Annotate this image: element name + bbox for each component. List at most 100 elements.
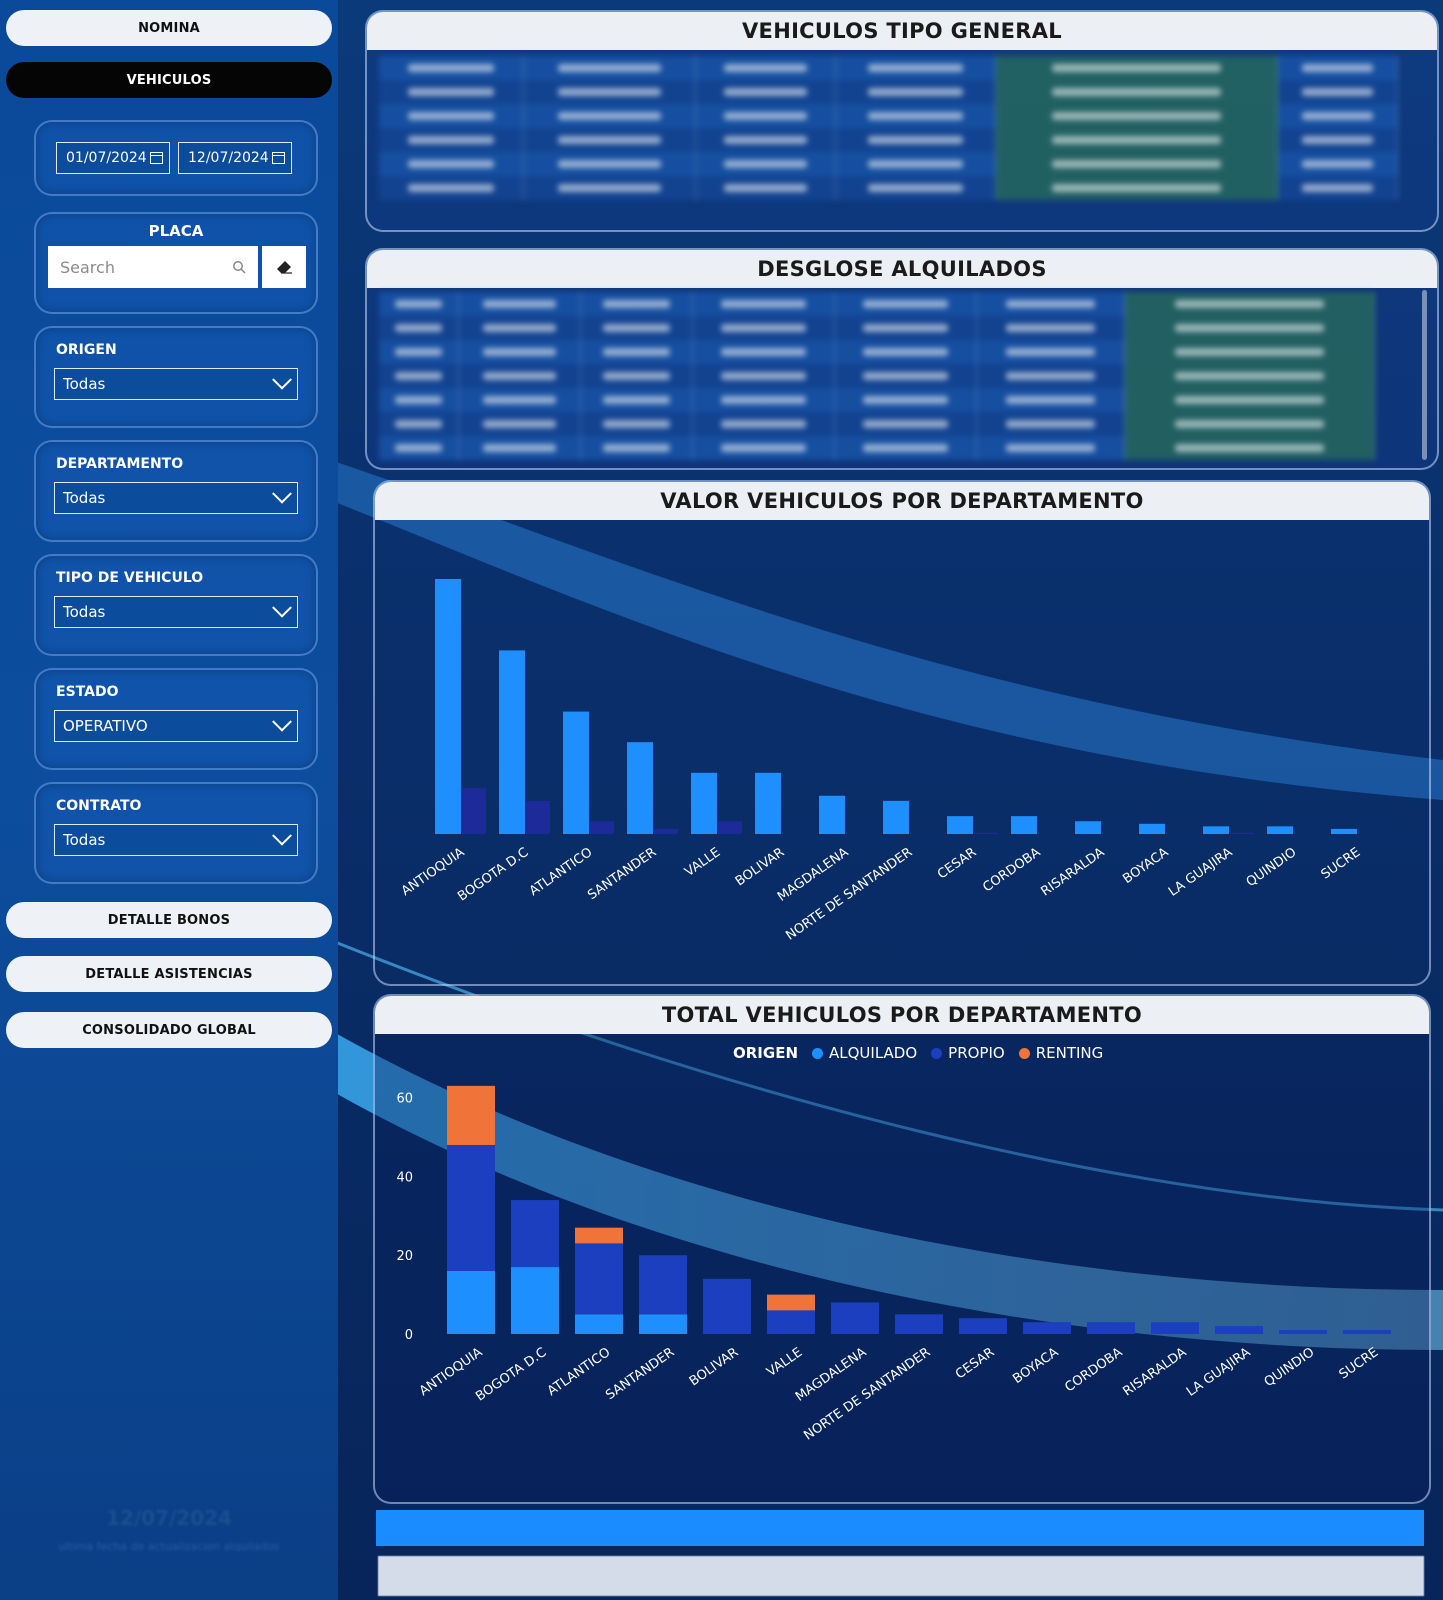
end-date-input[interactable]: 12/07/2024 <box>178 142 292 174</box>
bar-series-2 <box>590 821 614 834</box>
table-cell <box>524 80 696 104</box>
desglose-alquilados-panel: DESGLOSE ALQUILADOS <box>365 248 1439 470</box>
table-cell <box>977 292 1125 316</box>
x-tick-label: LA GUAJIRA <box>1184 1345 1253 1400</box>
bar-series-1 <box>1075 821 1101 834</box>
x-tick-label: QUINDIO <box>1262 1345 1318 1390</box>
bar-series-1 <box>819 795 845 834</box>
legend-dot-alquilado <box>812 1047 823 1059</box>
table-cell <box>696 152 836 176</box>
stacked-bar-segment-propio <box>511 1200 559 1268</box>
table-cell <box>836 128 996 152</box>
stacked-bar-segment-propio <box>1151 1322 1199 1334</box>
stacked-bar-segment-propio <box>639 1255 687 1315</box>
placa-title: PLACA <box>148 222 204 240</box>
table-cell <box>693 436 835 460</box>
table-cell <box>693 412 835 436</box>
table-cell <box>1125 340 1375 364</box>
stacked-bar-segment-propio <box>767 1310 815 1334</box>
stacked-bar-segment-alquilado <box>511 1267 559 1334</box>
last-update-date: 12/07/2024 <box>106 1506 232 1530</box>
table-cell <box>696 128 836 152</box>
table-cell <box>459 316 581 340</box>
table-cell <box>1278 56 1398 80</box>
placa-search-input[interactable]: Search <box>48 246 258 288</box>
departamento-dropdown[interactable]: Todas <box>54 482 298 514</box>
search-placeholder: Search <box>60 257 115 277</box>
desglose-table <box>379 292 1379 460</box>
table-cell <box>836 152 996 176</box>
bar-series-2 <box>654 828 678 834</box>
legend-propio[interactable]: PROPIO <box>948 1044 1005 1062</box>
table-cell <box>459 412 581 436</box>
y-tick-label: 20 <box>396 1249 413 1264</box>
table-cell <box>977 364 1125 388</box>
table-cell <box>379 176 524 200</box>
stacked-bar-segment-propio <box>959 1318 1007 1334</box>
x-tick-label: CESAR <box>953 1345 997 1382</box>
tipo-vehiculo-dropdown[interactable]: Todas <box>54 596 298 628</box>
filter-estado: ESTADO OPERATIVO <box>34 668 318 770</box>
origen-dropdown[interactable]: Todas <box>54 368 298 400</box>
table-cell <box>379 364 459 388</box>
table-cell <box>379 128 524 152</box>
table-cell <box>1125 316 1375 340</box>
table-cell <box>524 176 696 200</box>
table-row <box>379 80 1423 104</box>
table-cell <box>977 388 1125 412</box>
bar-series-1 <box>883 800 909 834</box>
nav-button-nomina[interactable]: NOMINA <box>6 10 332 46</box>
stacked-bar-segment-alquilado <box>575 1314 623 1334</box>
contrato-dropdown[interactable]: Todas <box>54 824 298 856</box>
table-cell <box>996 152 1278 176</box>
filter-tipo-vehiculo: TIPO DE VEHICULO Todas <box>34 554 318 656</box>
legend-alquilado[interactable]: ALQUILADO <box>829 1044 918 1062</box>
stacked-bar-segment-propio <box>703 1278 751 1334</box>
table-cell <box>1125 436 1375 460</box>
filter-origen: ORIGEN Todas <box>34 326 318 428</box>
calendar-icon[interactable] <box>272 152 285 164</box>
start-date-input[interactable]: 01/07/2024 <box>56 142 170 174</box>
table-cell <box>1125 412 1375 436</box>
filter-departamento: DEPARTAMENTO Todas <box>34 440 318 542</box>
nav-button-detalle-asistencias[interactable]: DETALLE ASISTENCIAS <box>6 956 332 992</box>
bar-series-1 <box>627 742 653 834</box>
table-cell <box>379 80 524 104</box>
legend-renting[interactable]: RENTING <box>1035 1044 1104 1062</box>
table-cell <box>836 56 996 80</box>
estado-dropdown[interactable]: OPERATIVO <box>54 710 298 742</box>
table-cell <box>977 436 1125 460</box>
filter-title: ORIGEN <box>56 342 117 358</box>
stacked-bar-segment-propio <box>447 1144 495 1271</box>
stacked-bar-segment-propio <box>1087 1322 1135 1334</box>
x-tick-label: CORDOBA <box>980 845 1043 895</box>
table-row <box>379 436 1379 460</box>
dropdown-value: Todas <box>63 489 106 507</box>
table-cell <box>836 104 996 128</box>
nav-button-vehiculos[interactable]: VEHICULOS <box>6 62 332 98</box>
bar-series-1 <box>1139 823 1165 834</box>
table-cell <box>696 176 836 200</box>
filter-title: DEPARTAMENTO <box>56 456 184 472</box>
calendar-icon[interactable] <box>150 152 163 164</box>
nav-button-consolidado-global[interactable]: CONSOLIDADO GLOBAL <box>6 1012 332 1048</box>
x-tick-label: BOGOTA D.C <box>455 845 531 905</box>
table-cell <box>693 340 835 364</box>
nav-button-detalle-bonos[interactable]: DETALLE BONOS <box>6 902 332 938</box>
x-tick-label: NORTE DE SANTANDER <box>801 1345 933 1444</box>
table-cell <box>524 56 696 80</box>
clear-search-button[interactable] <box>262 246 306 288</box>
x-tick-label: QUINDIO <box>1244 845 1300 890</box>
table-cell <box>1278 128 1398 152</box>
table-cell <box>1125 388 1375 412</box>
x-tick-label: RISARALDA <box>1038 845 1107 900</box>
table-cell <box>693 364 835 388</box>
table-scrollbar[interactable] <box>1422 290 1427 460</box>
table-cell <box>581 340 693 364</box>
bar-series-1 <box>1011 816 1037 834</box>
table-cell <box>835 436 977 460</box>
table-cell <box>1278 104 1398 128</box>
bar-series-2 <box>974 832 998 834</box>
table-row <box>379 412 1379 436</box>
x-tick-label: LA GUAJIRA <box>1166 845 1235 900</box>
